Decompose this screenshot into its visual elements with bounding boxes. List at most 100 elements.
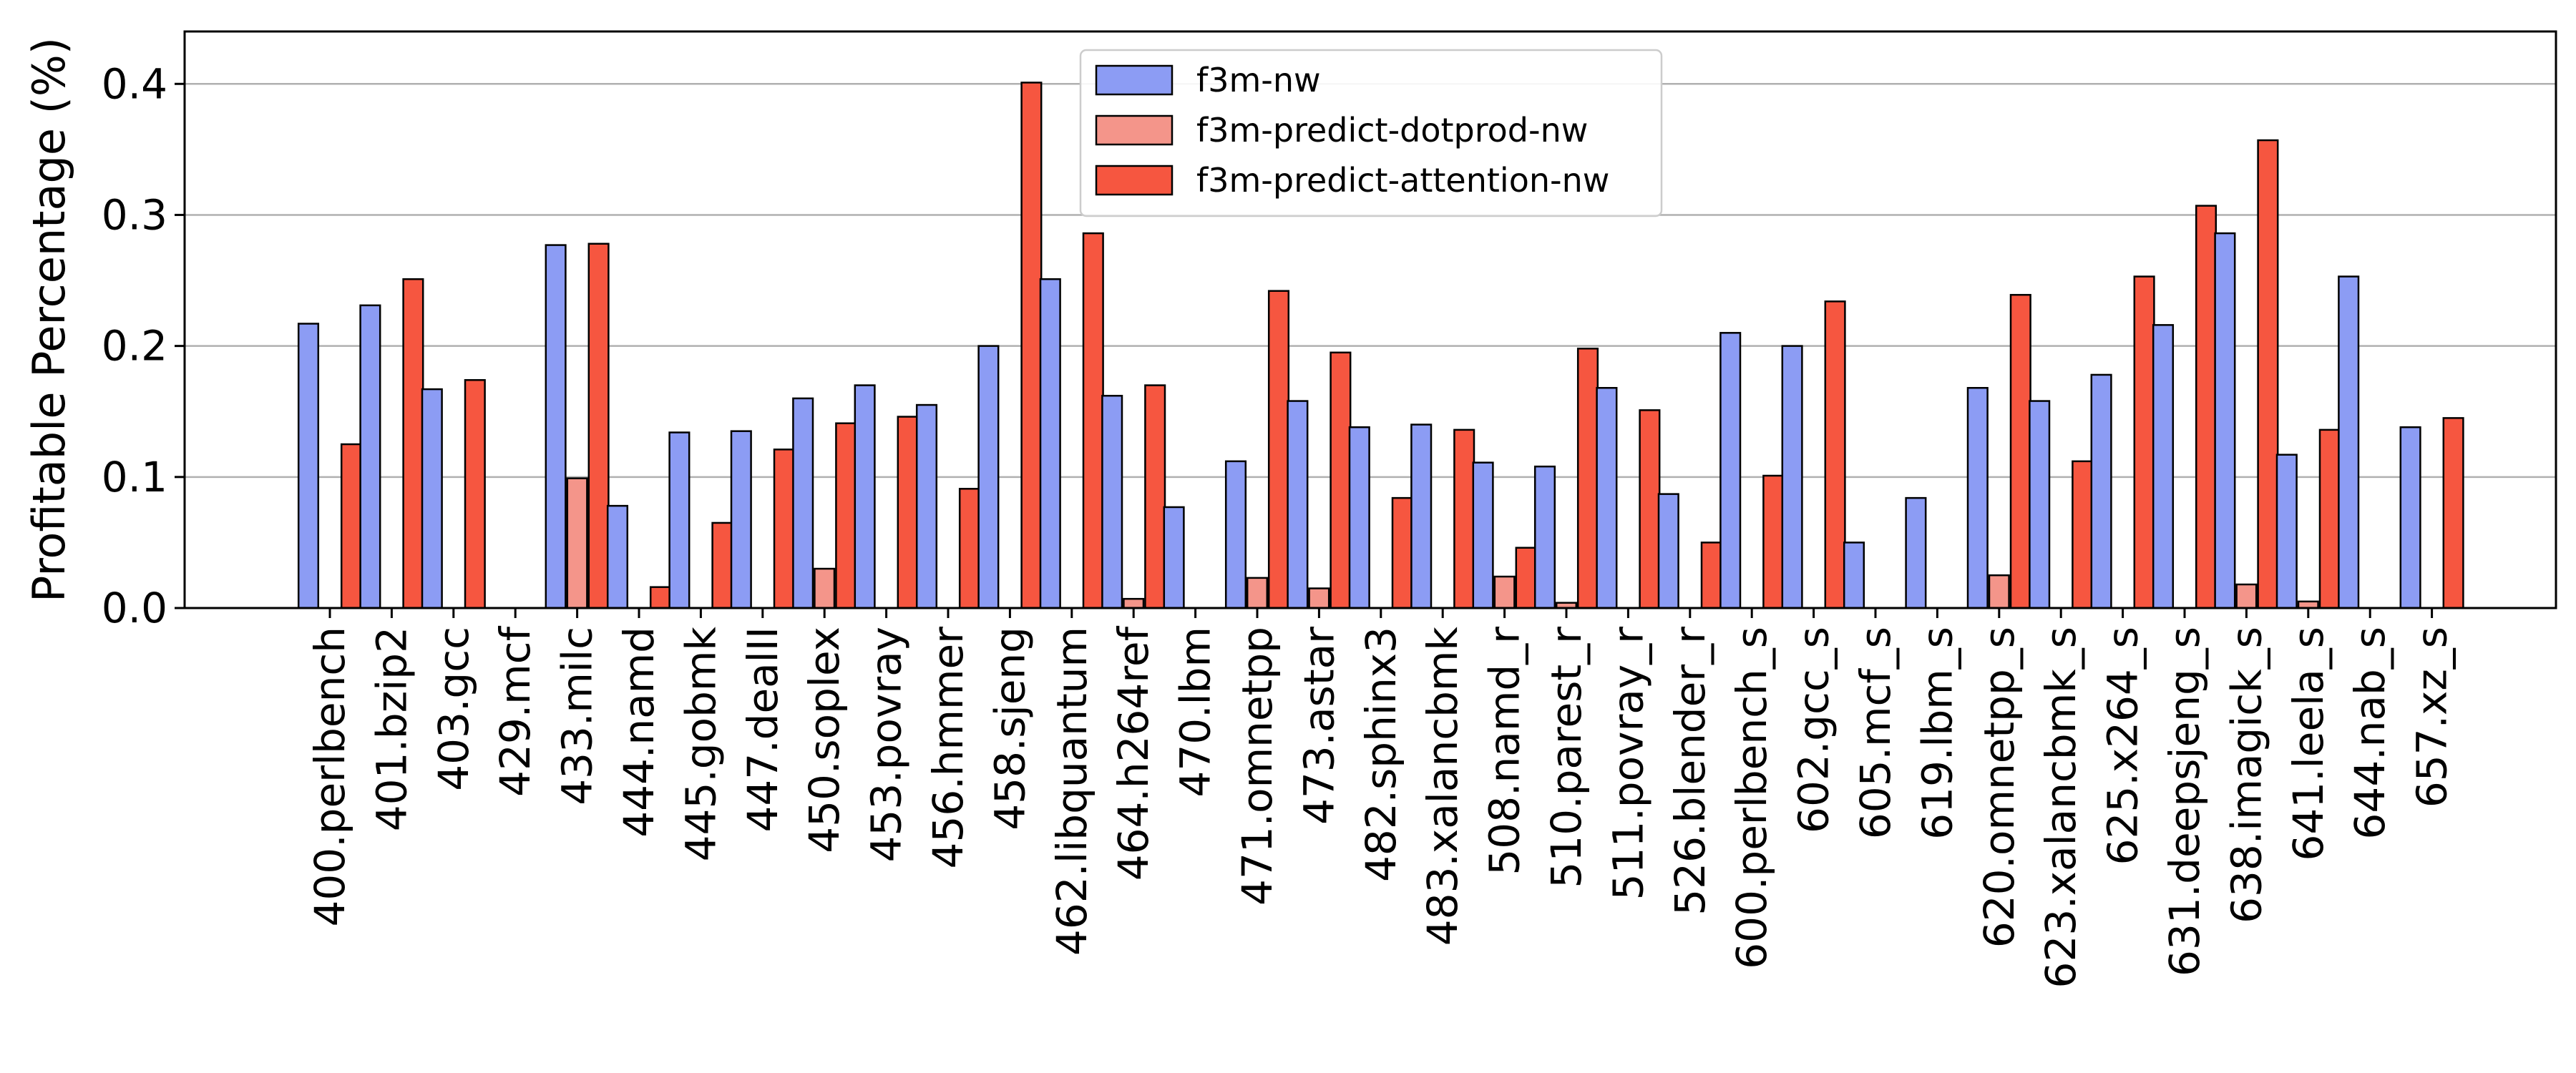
x-tick-label: 456.hmmer [924, 627, 972, 869]
bar-f3m-nw [915, 403, 938, 609]
bar-f3m-predict-attention-nw [1639, 409, 1661, 609]
bar-f3m-predict-attention-nw [1453, 428, 1475, 609]
x-tick-label: 657.xz_s [2408, 627, 2457, 808]
bar-f3m-nw [1410, 423, 1433, 609]
y-tick-label: 0.4 [102, 59, 167, 108]
y-tick-label: 0.1 [102, 453, 167, 501]
bar-f3m-predict-attention-nw [958, 488, 981, 609]
bar-f3m-predict-attention-nw [2318, 428, 2341, 609]
bar-f3m-nw [668, 431, 691, 609]
legend: f3m-nw f3m-predict-dotprod-nw f3m-predict-… [1079, 49, 1663, 217]
bar-f3m-nw [606, 504, 629, 609]
x-tick-label: 450.soplex [800, 627, 849, 853]
x-tick-label: 400.perlbench [306, 627, 354, 927]
legend-frame [1079, 49, 1663, 217]
x-tick-label: 444.namd [615, 627, 663, 838]
bar-f3m-predict-attention-nw [340, 443, 363, 609]
legend-label: f3m-predict-dotprod-nw [1196, 111, 1588, 150]
bar-f3m-predict-attention-nw [649, 586, 672, 609]
legend-swatch [1095, 114, 1174, 146]
bar-f3m-predict-attention-nw [1082, 232, 1104, 609]
bar-f3m-nw [1101, 394, 1123, 609]
bar-f3m-nw [1781, 345, 1803, 609]
x-tick-label: 445.gobmk [676, 627, 725, 862]
bar-f3m-nw [1657, 493, 1679, 609]
bar-f3m-nw [2090, 373, 2112, 609]
x-tick-label: 641.leela_s [2284, 627, 2333, 861]
y-axis-label: Profitable Percentage (%) [23, 37, 75, 602]
x-tick-label: 462.libquantum [1048, 627, 1096, 956]
bar-f3m-predict-attention-nw [773, 449, 795, 609]
x-tick-label: 620.omnetpp_s [1975, 627, 2024, 948]
bar-f3m-nw [1163, 506, 1185, 609]
bar-f3m-nw [1966, 387, 1989, 609]
bar-f3m-nw [359, 304, 381, 609]
bar-f3m-predict-dotprod-nw [814, 567, 836, 609]
bar-f3m-predict-attention-nw [1391, 496, 1413, 609]
bar-f3m-nw [2275, 454, 2298, 609]
bar-f3m-predict-attention-nw [2009, 293, 2031, 609]
x-tick-label: 600.perlbench_s [1727, 627, 1776, 969]
bar-f3m-predict-attention-nw [2195, 205, 2218, 609]
x-tick-label: 526.blender_r [1666, 627, 1714, 916]
x-tick-label: 625.x264_s [2099, 627, 2147, 865]
bar-f3m-predict-dotprod-nw [1988, 574, 2010, 609]
bar-f3m-nw [977, 345, 1000, 609]
bar-f3m-nw [1905, 496, 1927, 609]
bar-f3m-predict-attention-nw [1762, 474, 1785, 609]
bar-f3m-predict-attention-nw [587, 242, 610, 609]
bar-f3m-predict-attention-nw [1515, 547, 1537, 609]
bar-f3m-nw [1533, 465, 1556, 609]
bar-f3m-predict-dotprod-nw [1246, 577, 1269, 609]
bar-f3m-predict-attention-nw [464, 379, 486, 609]
bar-f3m-predict-attention-nw [1824, 300, 1846, 609]
bar-f3m-predict-attention-nw [1020, 82, 1043, 609]
x-tick-label: 510.parest_r [1542, 627, 1591, 888]
x-tick-label: 508.namd_r [1480, 627, 1529, 876]
x-tick-label: 602.gcc_s [1790, 627, 1838, 833]
bar-f3m-nw [792, 397, 814, 609]
x-tick-label: 605.mcf_s [1851, 627, 1900, 839]
bars [297, 82, 2464, 609]
bar-f3m-predict-attention-nw [835, 422, 857, 609]
x-tick-label: 429.mcf [491, 625, 540, 797]
bar-f3m-predict-attention-nw [2133, 275, 2155, 609]
bar-f3m-predict-dotprod-nw [1123, 597, 1145, 609]
x-tick-label: 453.povray [862, 627, 911, 862]
bar-f3m-predict-dotprod-nw [1308, 587, 1330, 609]
bar-f3m-predict-attention-nw [897, 416, 919, 609]
legend-swatch [1095, 165, 1174, 196]
bar-f3m-nw [421, 388, 443, 609]
x-tick-label: 631.deepsjeng_s [2160, 627, 2209, 976]
bar-f3m-nw [2152, 324, 2175, 609]
bar-f3m-nw [2029, 400, 2051, 609]
bar-f3m-predict-attention-nw [2072, 460, 2094, 609]
bar-f3m-nw [1596, 387, 1618, 609]
x-tick-label: 623.xalancbmk_s [2036, 627, 2085, 988]
bar-f3m-predict-attention-nw [1330, 351, 1352, 609]
bar-f3m-nw [730, 430, 752, 609]
bar-f3m-nw [1472, 461, 1494, 609]
y-tick-label: 0.0 [102, 584, 167, 632]
bar-f3m-predict-dotprod-nw [2235, 583, 2258, 609]
bar-f3m-predict-dotprod-nw [1493, 575, 1516, 609]
x-tick-label: 619.lbm_s [1913, 627, 1961, 840]
bar-f3m-predict-dotprod-nw [566, 477, 588, 609]
x-tick-label: 644.nab_s [2346, 627, 2394, 839]
bar-f3m-nw [1287, 400, 1309, 609]
y-tick-label: 0.3 [102, 190, 167, 239]
bar-f3m-nw [2338, 275, 2360, 609]
bar-f3m-nw [1348, 426, 1370, 609]
bar-f3m-nw [2399, 426, 2421, 609]
x-tick-label: 433.milc [553, 627, 602, 805]
legend-label: f3m-predict-attention-nw [1196, 161, 1609, 200]
legend-swatch [1095, 64, 1174, 96]
bar-f3m-nw [297, 323, 320, 609]
bar-f3m-predict-attention-nw [711, 521, 733, 609]
bar-f3m-predict-attention-nw [1267, 290, 1290, 609]
bar-f3m-predict-attention-nw [1700, 542, 1722, 609]
x-tick-label: 403.gcc [429, 627, 478, 791]
y-tick-label: 0.2 [102, 322, 167, 371]
